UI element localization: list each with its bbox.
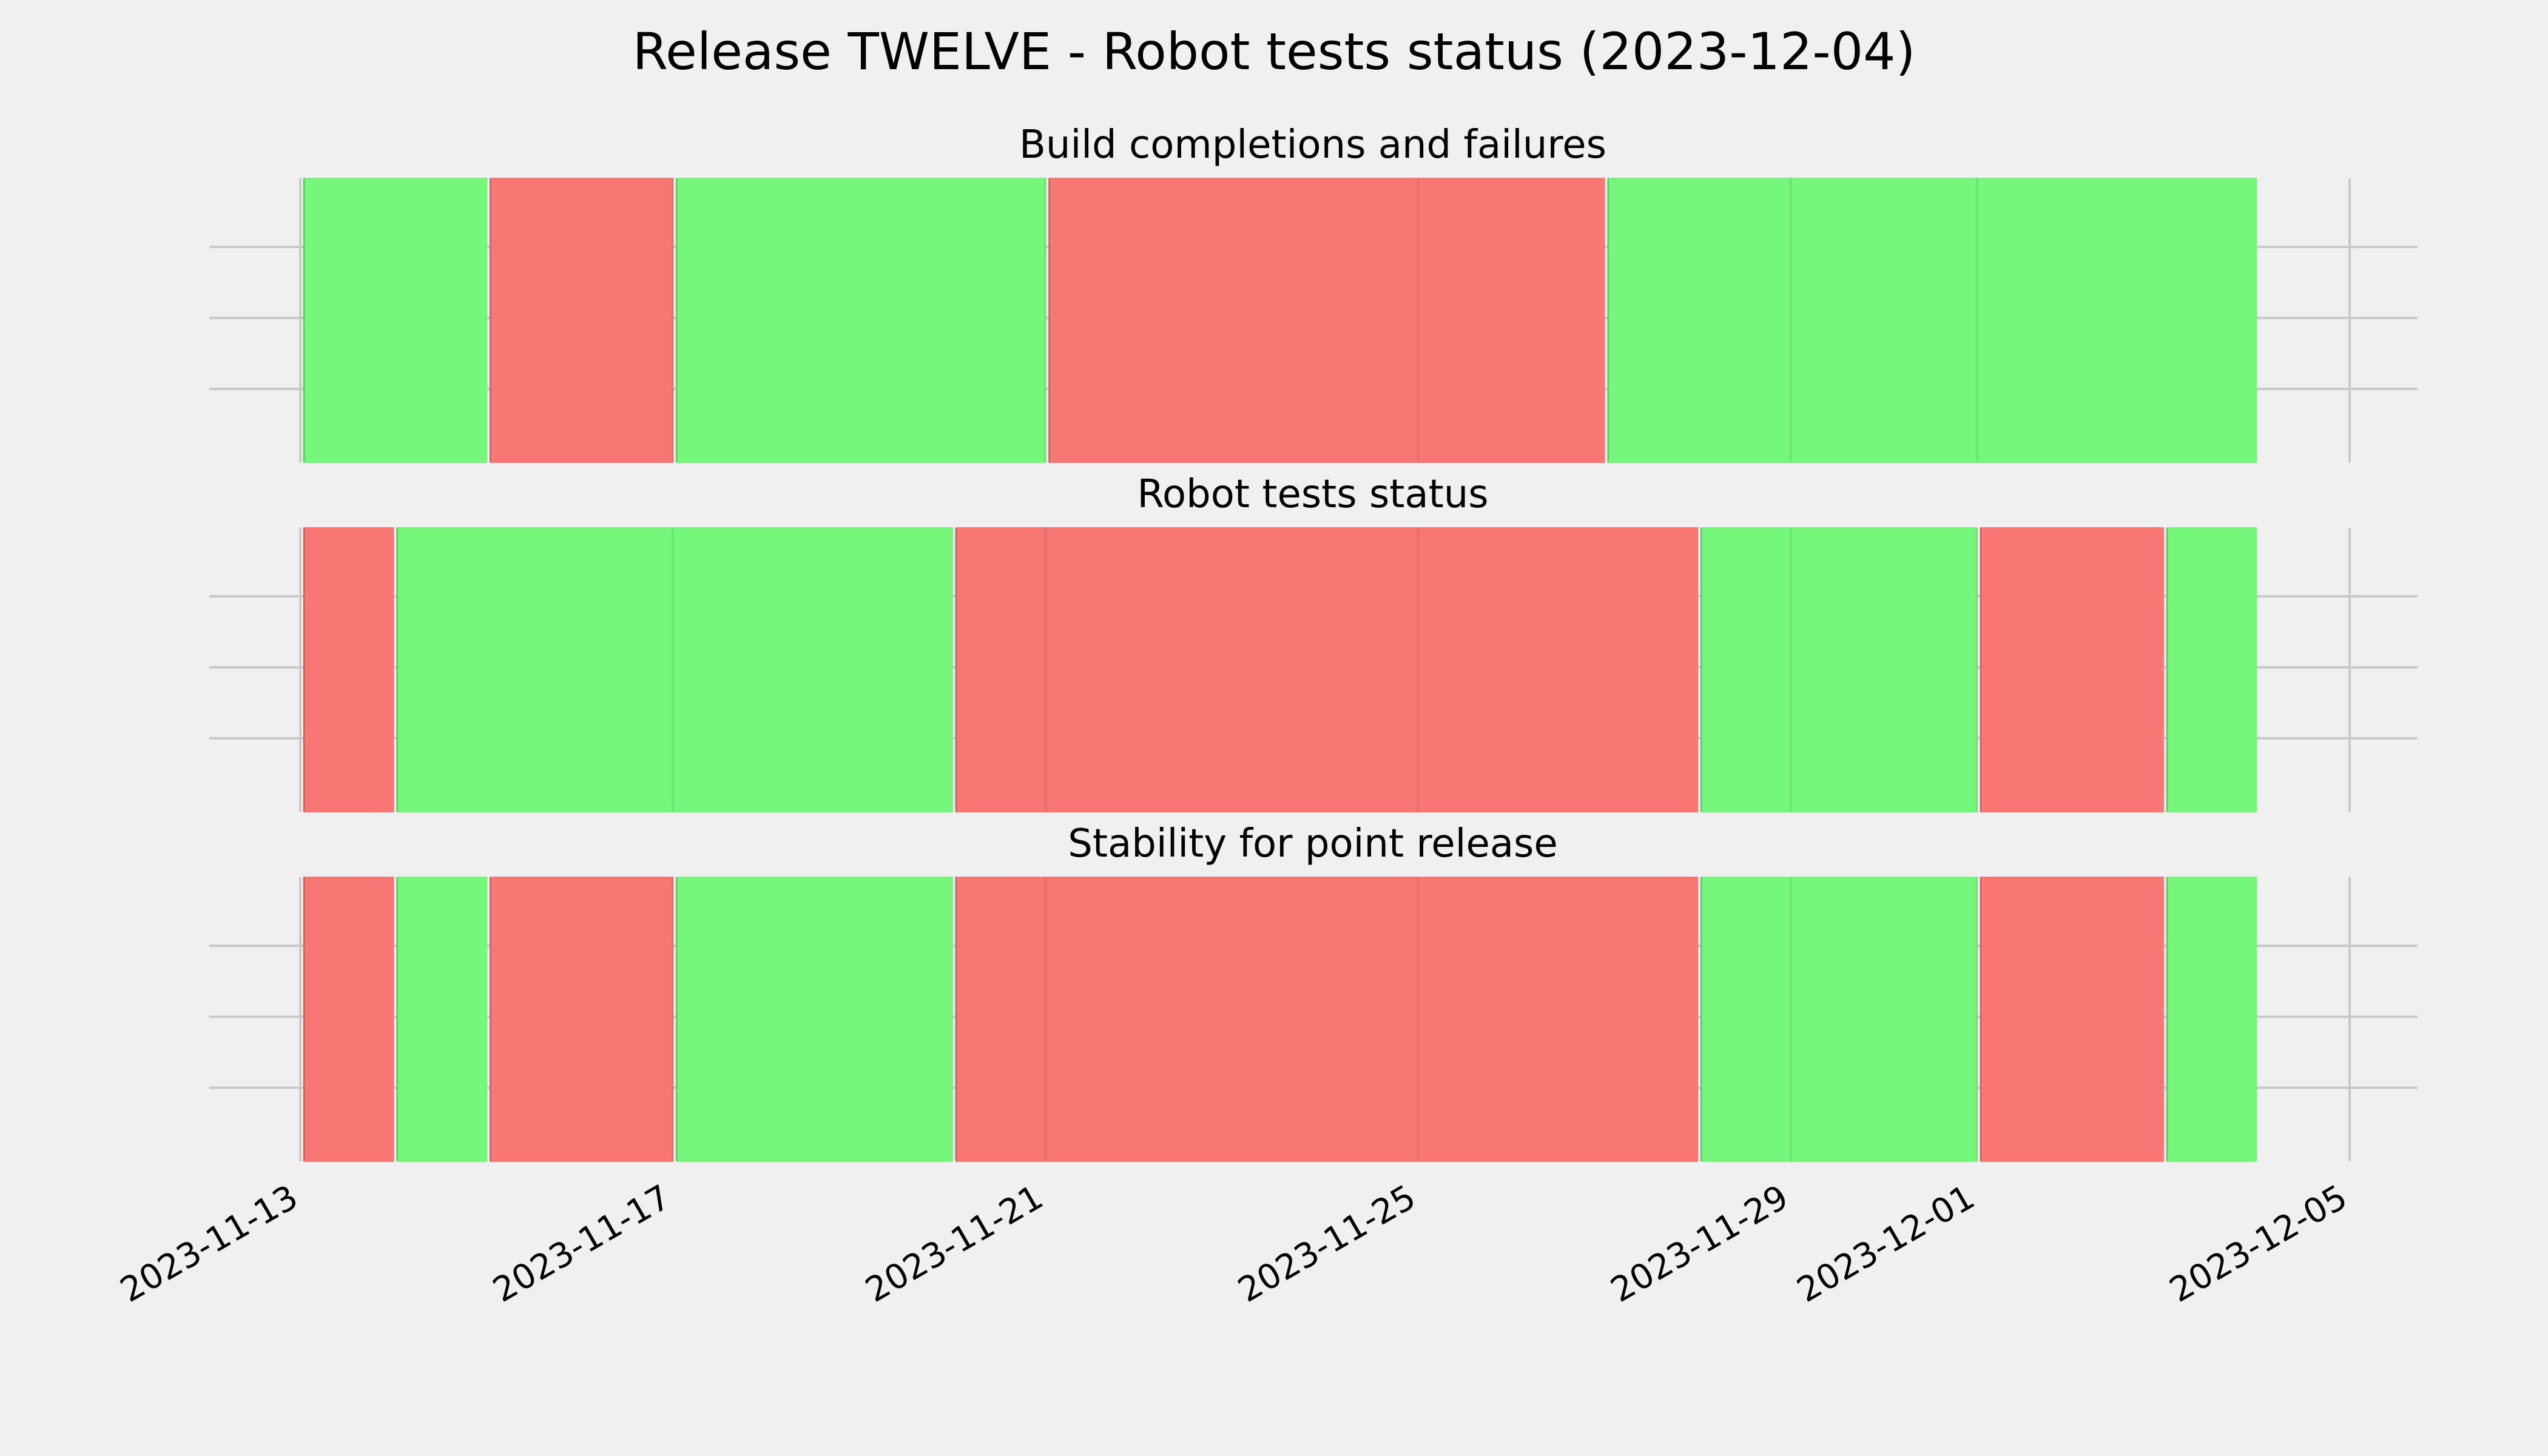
status-segment-fail [955, 877, 1699, 1162]
status-segment-fail [490, 178, 674, 463]
status-segment-pass [2166, 877, 2257, 1162]
status-segment-fail [955, 527, 1699, 812]
status-segment-pass [1700, 527, 1978, 812]
panel-title: Robot tests status [1137, 472, 1488, 517]
status-segment-fail [1048, 178, 1605, 463]
x-tick-label: 2023-11-29 [1604, 1178, 1795, 1310]
status-segment-pass [396, 527, 953, 812]
status-segment-pass [1700, 877, 1978, 1162]
panel-1: Build completions and failures [209, 123, 2418, 463]
panel-2: Robot tests status [209, 472, 2418, 812]
status-segment-fail [303, 527, 394, 812]
x-tick-label: 2023-11-17 [487, 1178, 677, 1310]
status-segment-fail [1980, 527, 2164, 812]
x-tick-label: 2023-11-13 [114, 1178, 305, 1310]
status-segment-pass [676, 877, 953, 1162]
status-segment-pass [1607, 178, 2257, 463]
x-axis: 2023-11-13 2023-11-17 2023-11-21 2023-11-25… [114, 1178, 2354, 1310]
x-tick-label: 2023-12-05 [2163, 1178, 2354, 1310]
status-segment-fail [1980, 877, 2164, 1162]
x-tick-label: 2023-11-21 [859, 1178, 1050, 1310]
chart-title: Release TWELVE - Robot tests status (202… [633, 22, 1916, 81]
panel-title: Build completions and failures [1019, 123, 1606, 167]
status-segment-pass [676, 178, 1046, 463]
panel-title: Stability for point release [1068, 821, 1558, 866]
status-segment-fail [490, 877, 674, 1162]
status-segment-fail [303, 877, 394, 1162]
x-tick-label: 2023-12-01 [1790, 1178, 1981, 1310]
x-tick-label: 2023-11-25 [1232, 1178, 1422, 1310]
panel-3: Stability for point release [209, 821, 2418, 1162]
status-segment-pass [2166, 527, 2257, 812]
status-segment-pass [396, 877, 488, 1162]
status-segment-pass [303, 178, 488, 463]
panels: Build completions and failures Robot test… [209, 123, 2418, 1162]
